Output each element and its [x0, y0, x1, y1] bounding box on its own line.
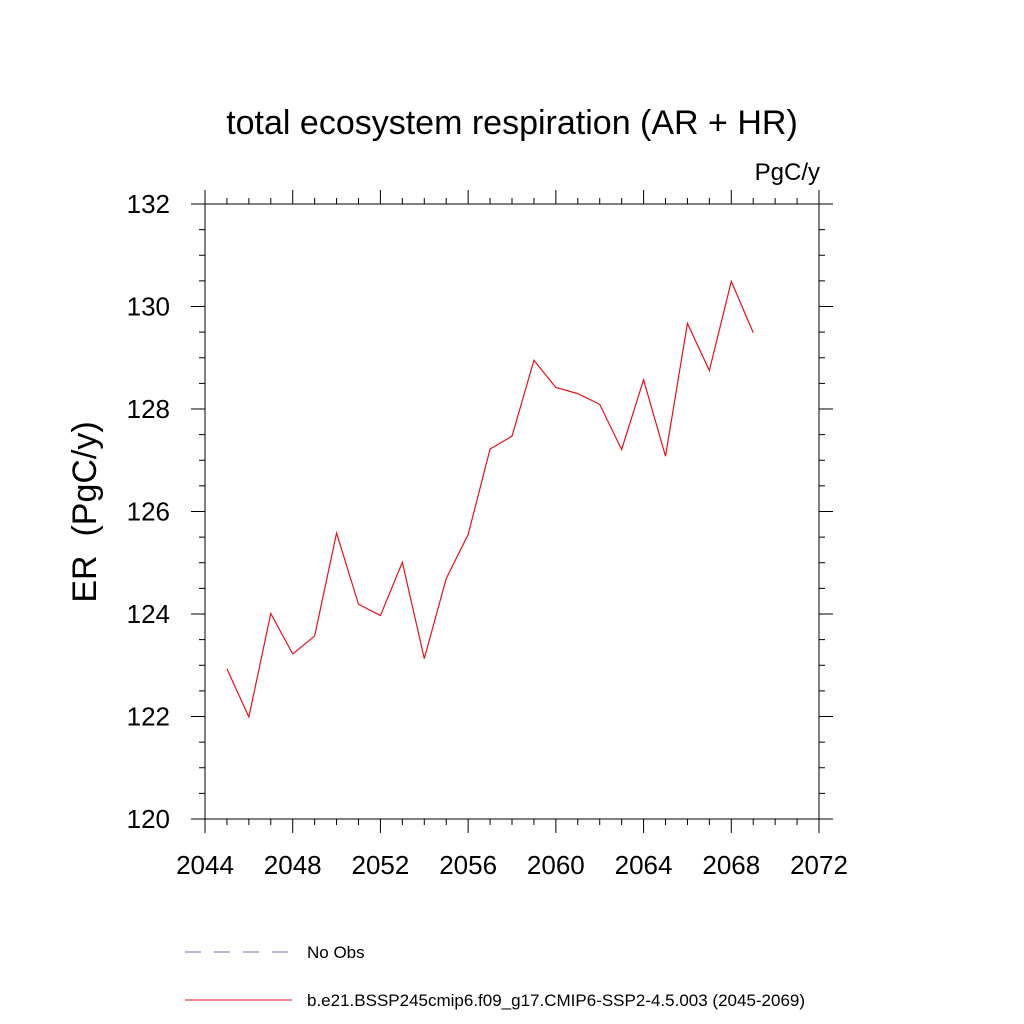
legend-label: No Obs: [307, 943, 365, 962]
x-tick-label: 2048: [264, 850, 322, 880]
y-tick-label: 130: [127, 292, 170, 322]
axis-ticks: [191, 190, 833, 833]
plot-frame: [204, 203, 820, 820]
x-tick-label: 2072: [790, 850, 848, 880]
chart-title: total ecosystem respiration (AR + HR): [226, 104, 798, 142]
x-tick-label: 2064: [615, 850, 673, 880]
x-tick-label: 2060: [527, 850, 585, 880]
y-axis-label: ER (PgC/y): [66, 421, 104, 602]
y-tick-label: 126: [127, 497, 170, 527]
y-tick-label: 128: [127, 394, 170, 424]
legend: No Obs b.e21.BSSP245cmip6.f09_g17.CMIP6-S…: [185, 943, 805, 1010]
x-tick-label: 2052: [352, 850, 410, 880]
axis-tick-labels: 2044 2048 2052 2056 2060 2064 2068 2072 120 122 12…: [127, 189, 848, 880]
y-tick-label: 132: [127, 189, 170, 219]
x-tick-label: 2068: [702, 850, 760, 880]
series-line: [226, 279, 754, 719]
series-layer: [226, 279, 754, 719]
y-tick-label: 120: [127, 804, 170, 834]
legend-label: b.e21.BSSP245cmip6.f09_g17.CMIP6-SSP2-4.…: [307, 991, 805, 1010]
units-label: PgC/y: [755, 159, 820, 186]
x-tick-label: 2056: [439, 850, 497, 880]
y-tick-label: 124: [127, 599, 170, 629]
x-tick-label: 2044: [176, 850, 234, 880]
y-tick-label: 122: [127, 702, 170, 732]
